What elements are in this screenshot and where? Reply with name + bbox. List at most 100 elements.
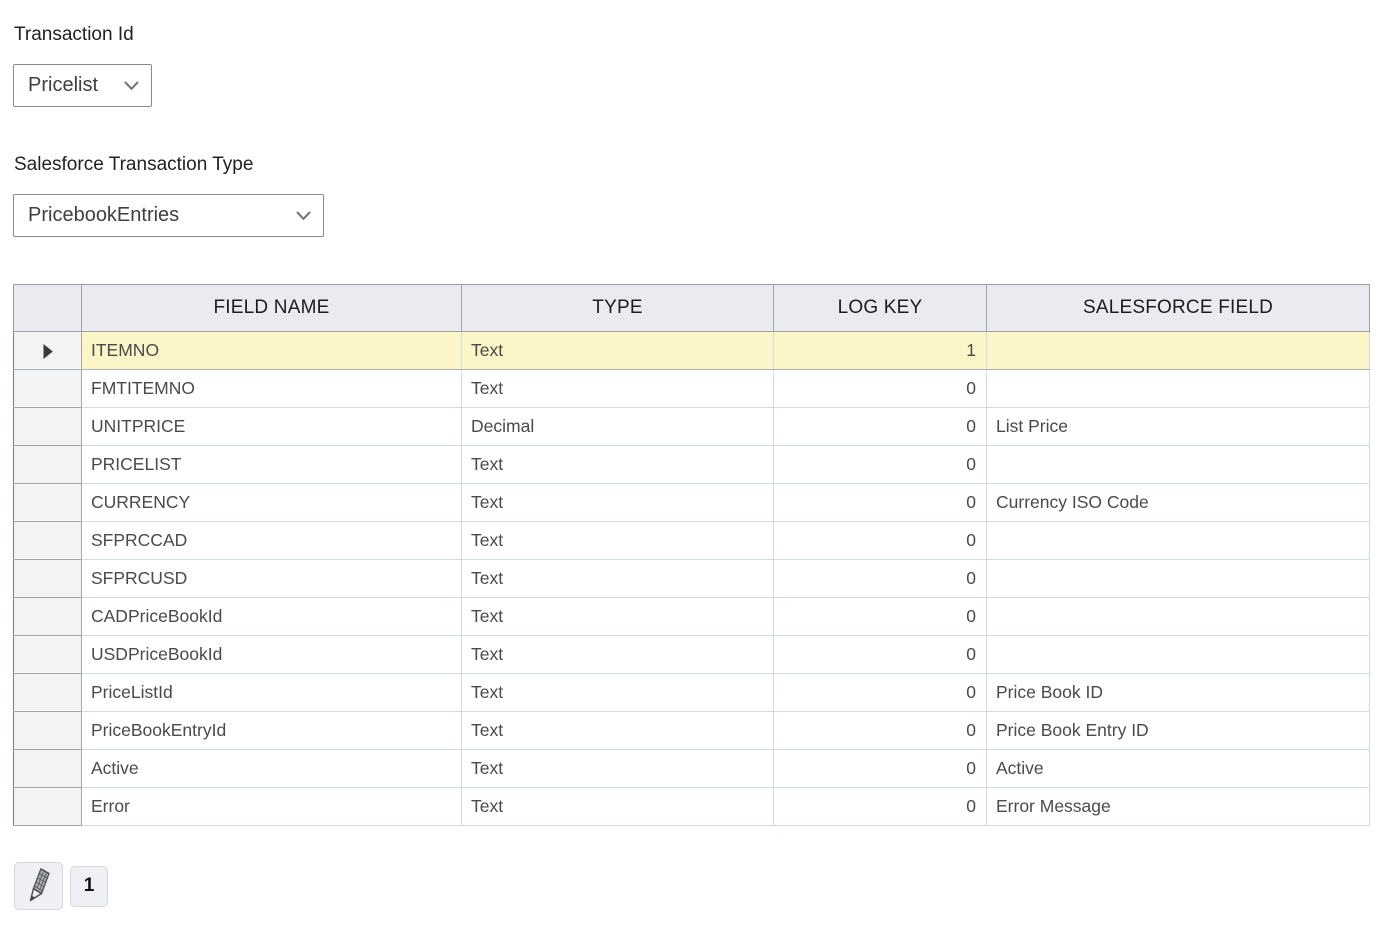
table-row: PRICELIST Text 0 bbox=[13, 445, 1370, 484]
page: Transaction Id Pricelist Salesforce Tran… bbox=[13, 24, 1376, 910]
sf-transaction-type-select[interactable]: PricebookEntries bbox=[13, 194, 324, 237]
edit-pencil-button[interactable] bbox=[14, 862, 63, 910]
cell-salesforce-field[interactable] bbox=[986, 597, 1370, 636]
cell-field-name[interactable]: SFPRCUSD bbox=[81, 559, 462, 598]
cell-field-name[interactable]: PRICELIST bbox=[81, 445, 462, 484]
row-selector-cell[interactable] bbox=[13, 369, 82, 408]
transaction-id-field: Transaction Id Pricelist bbox=[13, 24, 1376, 107]
cell-salesforce-field[interactable]: Price Book ID bbox=[986, 673, 1370, 712]
cell-type[interactable]: Text bbox=[461, 635, 774, 674]
cell-log-key[interactable]: 0 bbox=[773, 711, 987, 750]
cell-log-key[interactable]: 0 bbox=[773, 597, 987, 636]
cell-field-name[interactable]: Error bbox=[81, 787, 462, 826]
transaction-id-value: Pricelist bbox=[28, 74, 99, 96]
cell-salesforce-field[interactable] bbox=[986, 559, 1370, 598]
cell-log-key[interactable]: 0 bbox=[773, 673, 987, 712]
current-row-arrow-icon bbox=[43, 343, 53, 359]
transaction-id-label: Transaction Id bbox=[14, 24, 134, 45]
cell-type[interactable]: Text bbox=[461, 369, 774, 408]
table-row: CURRENCY Text 0 Currency ISO Code bbox=[13, 483, 1370, 522]
row-selector-cell[interactable] bbox=[13, 445, 82, 484]
row-selector-cell[interactable] bbox=[13, 673, 82, 712]
row-selector-cell[interactable] bbox=[13, 521, 82, 560]
table-row: FMTITEMNO Text 0 bbox=[13, 369, 1370, 408]
cell-type[interactable]: Text bbox=[461, 483, 774, 522]
field-mapping-grid: FIELD NAME TYPE LOG KEY SALESFORCE FIELD… bbox=[13, 284, 1370, 826]
grid-header-row: FIELD NAME TYPE LOG KEY SALESFORCE FIELD bbox=[13, 284, 1370, 332]
chevron-down-icon bbox=[124, 81, 139, 91]
col-header-log-key[interactable]: LOG KEY bbox=[773, 284, 987, 332]
cell-salesforce-field[interactable] bbox=[986, 331, 1370, 370]
table-row: PriceListId Text 0 Price Book ID bbox=[13, 673, 1370, 712]
page-1-button[interactable]: 1 bbox=[70, 865, 108, 907]
cell-type[interactable]: Text bbox=[461, 673, 774, 712]
row-selector-cell[interactable] bbox=[13, 407, 82, 446]
cell-type[interactable]: Text bbox=[461, 521, 774, 560]
table-row: CADPriceBookId Text 0 bbox=[13, 597, 1370, 636]
cell-type[interactable]: Text bbox=[461, 749, 774, 788]
cell-salesforce-field[interactable] bbox=[986, 445, 1370, 484]
cell-field-name[interactable]: PriceListId bbox=[81, 673, 462, 712]
table-row: Error Text 0 Error Message bbox=[13, 787, 1370, 826]
cell-log-key[interactable]: 0 bbox=[773, 369, 987, 408]
cell-type[interactable]: Text bbox=[461, 445, 774, 484]
grid-footer-toolbar: 1 bbox=[14, 862, 1376, 910]
cell-type[interactable]: Text bbox=[461, 711, 774, 750]
cell-type[interactable]: Text bbox=[461, 559, 774, 598]
row-selector-cell[interactable] bbox=[13, 635, 82, 674]
cell-field-name[interactable]: UNITPRICE bbox=[81, 407, 462, 446]
cell-field-name[interactable]: CADPriceBookId bbox=[81, 597, 462, 636]
cell-field-name[interactable]: SFPRCCAD bbox=[81, 521, 462, 560]
cell-salesforce-field[interactable]: Currency ISO Code bbox=[986, 483, 1370, 522]
row-selector-cell[interactable] bbox=[13, 597, 82, 636]
transaction-id-select[interactable]: Pricelist bbox=[13, 64, 152, 107]
cell-type[interactable]: Text bbox=[461, 597, 774, 636]
row-selector-cell[interactable] bbox=[13, 711, 82, 750]
cell-log-key[interactable]: 0 bbox=[773, 521, 987, 560]
row-selector-cell[interactable] bbox=[13, 749, 82, 788]
cell-type[interactable]: Text bbox=[461, 787, 774, 826]
sf-transaction-type-value: PricebookEntries bbox=[28, 204, 180, 226]
row-selector-cell[interactable] bbox=[13, 559, 82, 598]
cell-log-key[interactable]: 0 bbox=[773, 483, 987, 522]
cell-field-name[interactable]: USDPriceBookId bbox=[81, 635, 462, 674]
cell-salesforce-field[interactable] bbox=[986, 635, 1370, 674]
col-header-field-name[interactable]: FIELD NAME bbox=[81, 284, 462, 332]
table-row: USDPriceBookId Text 0 bbox=[13, 635, 1370, 674]
table-row: PriceBookEntryId Text 0 Price Book Entry ID bbox=[13, 711, 1370, 750]
chevron-down-icon bbox=[296, 211, 311, 221]
cell-log-key[interactable]: 0 bbox=[773, 407, 987, 446]
cell-type[interactable]: Text bbox=[461, 331, 774, 370]
cell-log-key[interactable]: 0 bbox=[773, 559, 987, 598]
cell-log-key[interactable]: 0 bbox=[773, 635, 987, 674]
cell-log-key[interactable]: 0 bbox=[773, 787, 987, 826]
cell-log-key[interactable]: 0 bbox=[773, 749, 987, 788]
table-row: SFPRCUSD Text 0 bbox=[13, 559, 1370, 598]
cell-field-name[interactable]: ITEMNO bbox=[81, 331, 462, 370]
cell-salesforce-field[interactable]: Active bbox=[986, 749, 1370, 788]
cell-field-name[interactable]: Active bbox=[81, 749, 462, 788]
cell-field-name[interactable]: PriceBookEntryId bbox=[81, 711, 462, 750]
col-header-type[interactable]: TYPE bbox=[461, 284, 774, 332]
grid-corner-cell[interactable] bbox=[13, 284, 82, 332]
cell-log-key[interactable]: 0 bbox=[773, 445, 987, 484]
cell-field-name[interactable]: CURRENCY bbox=[81, 483, 462, 522]
row-selector-cell[interactable] bbox=[13, 787, 82, 826]
sf-transaction-type-label: Salesforce Transaction Type bbox=[14, 154, 254, 175]
row-selector-cell[interactable] bbox=[13, 483, 82, 522]
row-selector-cell[interactable] bbox=[13, 331, 82, 370]
pencil-icon bbox=[25, 867, 52, 906]
cell-salesforce-field[interactable]: Price Book Entry ID bbox=[986, 711, 1370, 750]
table-row: ITEMNO Text 1 bbox=[13, 331, 1370, 370]
table-row: SFPRCCAD Text 0 bbox=[13, 521, 1370, 560]
sf-transaction-type-field: Salesforce Transaction Type PricebookEnt… bbox=[13, 154, 1376, 237]
cell-field-name[interactable]: FMTITEMNO bbox=[81, 369, 462, 408]
table-row: UNITPRICE Decimal 0 List Price bbox=[13, 407, 1370, 446]
cell-log-key[interactable]: 1 bbox=[773, 331, 987, 370]
cell-salesforce-field[interactable]: Error Message bbox=[986, 787, 1370, 826]
cell-salesforce-field[interactable] bbox=[986, 369, 1370, 408]
col-header-salesforce-field[interactable]: SALESFORCE FIELD bbox=[986, 284, 1370, 332]
cell-type[interactable]: Decimal bbox=[461, 407, 774, 446]
cell-salesforce-field[interactable] bbox=[986, 521, 1370, 560]
cell-salesforce-field[interactable]: List Price bbox=[986, 407, 1370, 446]
